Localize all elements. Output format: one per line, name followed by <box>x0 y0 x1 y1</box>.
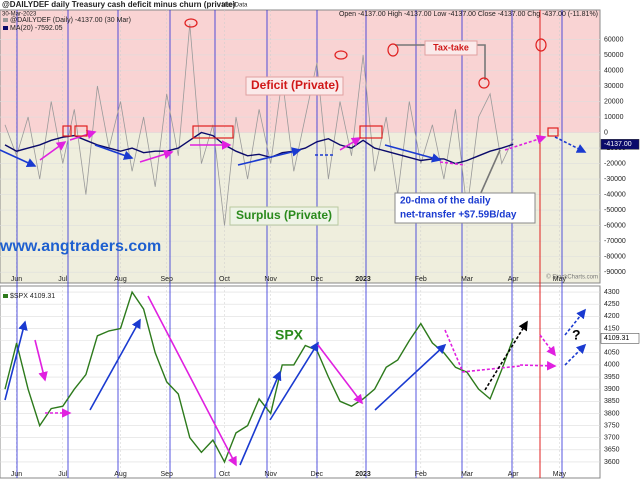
y-tick-label: 4200 <box>604 313 620 320</box>
x-tick-label: Aug <box>114 471 127 478</box>
y-tick-label: 20000 <box>604 98 624 105</box>
x-tick-label: Mar <box>461 471 474 478</box>
x-tick-label: Apr <box>508 471 520 478</box>
legend-entry: MA(20) -7592.05 <box>10 25 63 32</box>
dma-label: 20-dma of the daily <box>400 196 491 207</box>
y-tick-label: 40000 <box>604 67 624 74</box>
x-tick-label: Feb <box>415 276 427 283</box>
y-tick-label: 3850 <box>604 398 620 405</box>
dma-label: net-transfer +$7.59B/day <box>400 210 517 221</box>
surplus-box <box>229 206 339 226</box>
y-tick-label: 4300 <box>604 289 620 296</box>
legend-entry: $SPX 4109.31 <box>10 293 55 300</box>
y-tick-label: -70000 <box>604 238 626 245</box>
x-tick-label: Oct <box>219 471 230 478</box>
legend-swatch <box>3 26 8 30</box>
y-tick-label: 3700 <box>604 435 620 442</box>
x-tick-label: Nov <box>264 471 277 478</box>
last-value-box <box>600 333 640 344</box>
x-tick-label: Nov <box>264 276 277 283</box>
y-tick-label: 0 <box>604 129 608 136</box>
y-tick-label: -20000 <box>604 160 626 167</box>
x-tick-label: Sep <box>160 471 173 478</box>
legend-entry: @DAILYDEF (Daily) -4137.00 (30 Mar) <box>10 17 131 24</box>
y-tick-label: 3750 <box>604 422 620 429</box>
y-tick-label: 50000 <box>604 52 624 59</box>
y-tick-label: 4050 <box>604 350 620 357</box>
legend-swatch <box>3 18 8 22</box>
x-tick-label: May <box>553 276 567 283</box>
y-tick-label: 3800 <box>604 410 620 417</box>
watermark: www.angtraders.com <box>0 238 161 255</box>
dma-box <box>394 192 536 224</box>
x-tick-label: Sep <box>160 276 173 283</box>
tax-box <box>424 40 478 56</box>
deficit-zone <box>0 10 600 133</box>
tax-label: Tax-take <box>433 42 469 52</box>
quote: Open -4137.00 High -4137.00 Low -4137.00… <box>339 11 598 18</box>
x-tick-label: 2023 <box>355 276 371 283</box>
y-tick-label: -80000 <box>604 253 626 260</box>
highlights <box>62 18 559 139</box>
series-line <box>4 290 514 464</box>
x-tick-label: Jul <box>58 276 67 283</box>
x-tick-label: May <box>553 471 567 478</box>
legend-swatch <box>3 294 8 298</box>
credit: © StockCharts.com <box>546 274 598 281</box>
x-tick-label: Mar <box>461 276 474 283</box>
y-tick-label: 3950 <box>604 374 620 381</box>
y-tick-label: 30000 <box>604 83 624 90</box>
y-tick-label: -30000 <box>604 176 626 183</box>
x-tick-label: Apr <box>508 276 520 283</box>
y-tick-label: 3650 <box>604 447 620 454</box>
y-tick-label: -90000 <box>604 269 626 276</box>
x-tick-label: Dec <box>311 471 324 478</box>
x-tick-label: Oct <box>219 276 230 283</box>
x-tick-label: Jun <box>11 471 22 478</box>
y-tick-label: -40000 <box>604 191 626 198</box>
y-tick-label: 3900 <box>604 386 620 393</box>
arrows <box>0 44 587 467</box>
y-tick-label: 3600 <box>604 459 620 466</box>
x-tick-label: Jun <box>11 276 22 283</box>
date: 30-Mar-2023 <box>2 12 37 18</box>
spx-label: SPX <box>275 327 304 343</box>
y-tick-label: 4150 <box>604 325 620 332</box>
y-tick-label: 4250 <box>604 301 620 308</box>
source: UserData <box>222 3 248 9</box>
deficit-label: Deficit (Private) <box>251 78 339 92</box>
x-tick-label: Dec <box>311 276 324 283</box>
y-tick-label: 4000 <box>604 362 620 369</box>
series-line <box>4 23 514 226</box>
y-tick-label: -50000 <box>604 207 626 214</box>
spx-panel <box>0 285 601 479</box>
last-value-box <box>600 139 640 150</box>
x-tick-label: Feb <box>415 471 427 478</box>
x-tick-label: Jul <box>58 471 67 478</box>
deficit-box <box>245 76 344 96</box>
last-value-label: 4109.31 <box>604 335 629 342</box>
title: @DAILYDEF daily Treasury cash deficit mi… <box>2 0 236 9</box>
question-mark: ? <box>572 327 581 343</box>
x-tick-label: Aug <box>114 276 127 283</box>
y-tick-label: -60000 <box>604 222 626 229</box>
series-line <box>4 131 514 165</box>
y-tick-label: 10000 <box>604 114 624 121</box>
surplus-label: Surplus (Private) <box>236 208 332 222</box>
x-tick-label: 2023 <box>355 471 371 478</box>
y-tick-label: 60000 <box>604 36 624 43</box>
def-panel <box>0 9 601 284</box>
last-value-label: -4137.00 <box>604 141 632 148</box>
